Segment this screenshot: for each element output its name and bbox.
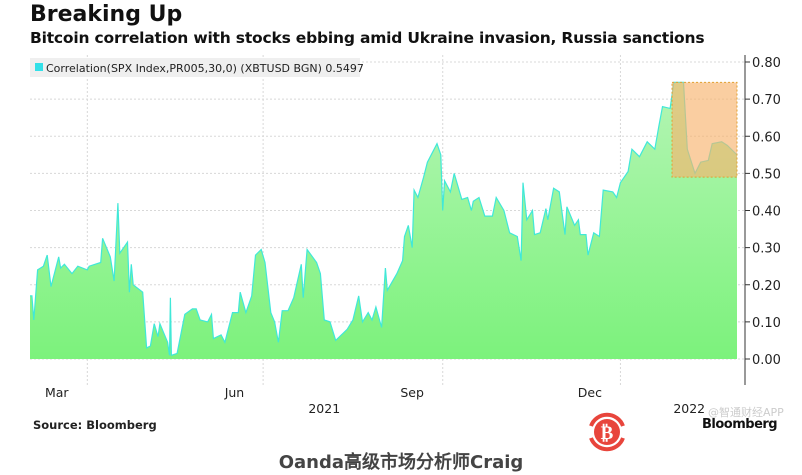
legend-label: Correlation(SPX Index,PR005,30,0) (XBTUS…	[46, 62, 364, 75]
x-tick-label: Jun	[224, 385, 245, 400]
bloomberg-logo: Bloomberg	[702, 417, 778, 432]
correlation-line	[30, 81, 738, 357]
watermark: @智通财经APP	[708, 406, 784, 419]
chart-subtitle: Bitcoin correlation with stocks ebbing a…	[30, 29, 705, 47]
y-tick-label: 0.50	[752, 167, 781, 182]
y-tick-label: 0.00	[752, 353, 781, 368]
year-label: 2022	[673, 401, 705, 416]
chart-title: Breaking Up	[30, 2, 183, 27]
year-label: 2021	[308, 401, 340, 416]
caption: Oanda高级市场分析师Craig	[278, 452, 524, 473]
y-tick-label: 0.10	[752, 316, 781, 331]
y-axis: 0.00 0.10 0.20 0.30 0.40 0.50 0.60 0.70 0.80	[744, 55, 781, 385]
bitcoin-icon: ₿	[589, 412, 625, 452]
y-tick-label: 0.20	[752, 279, 781, 294]
recent-decline-highlight	[671, 81, 738, 178]
legend: Correlation(SPX Index,PR005,30,0) (XBTUS…	[30, 58, 364, 77]
y-tick-label: 0.60	[752, 130, 781, 145]
source-note: Source: Bloomberg	[33, 418, 157, 432]
x-tick-label: Sep	[400, 385, 424, 400]
y-tick-label: 0.80	[752, 56, 781, 71]
legend-swatch	[35, 63, 43, 71]
correlation-area	[30, 82, 737, 360]
x-tick-label: Mar	[45, 385, 69, 400]
svg-text:₿: ₿	[601, 422, 614, 444]
x-tick-label: Dec	[578, 385, 602, 400]
y-tick-label: 0.30	[752, 242, 781, 257]
x-axis: Mar Jun Sep Dec 2021 2022	[45, 385, 705, 416]
y-tick-label: 0.70	[752, 93, 781, 108]
y-tick-label: 0.40	[752, 205, 781, 220]
